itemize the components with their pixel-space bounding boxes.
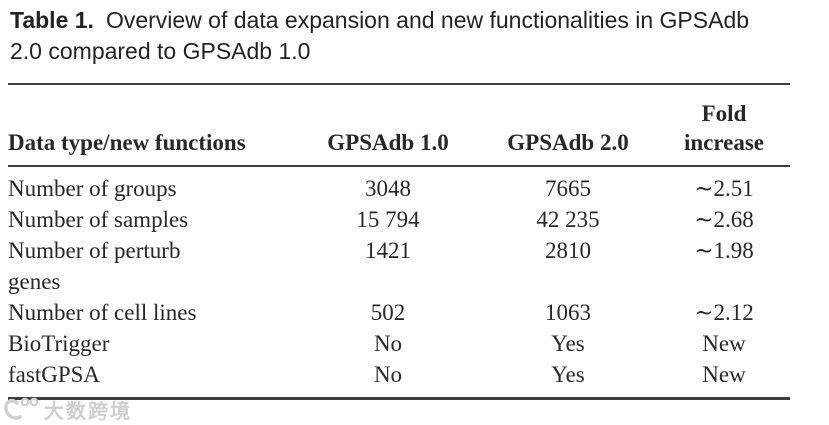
cell-label: BioTrigger <box>8 331 110 356</box>
cell-gpsadb2: 42 235 <box>536 207 600 232</box>
column-header-gpsadb-1: GPSAdb 1.0 <box>298 84 478 167</box>
cell-gpsadb1: 502 <box>370 300 406 325</box>
cell-fold: New <box>702 362 746 387</box>
cell-gpsadb2: 2810 <box>545 238 591 263</box>
table-row: Number of samples 15 794 42 235 ∼2.68 <box>8 204 790 235</box>
table-caption-label: Table 1. <box>10 7 94 33</box>
cell-gpsadb1: 3048 <box>365 176 411 201</box>
table-caption-text: Overview of data expansion and new funct… <box>10 7 750 64</box>
cell-gpsadb2: 7665 <box>545 176 591 201</box>
column-header-data-type: Data type/new functions <box>8 84 298 167</box>
cell-gpsadb1: No <box>373 331 403 356</box>
table-header-row: Data type/new functions GPSAdb 1.0 GPSAd… <box>8 84 790 167</box>
cell-label: Number of perturb genes <box>8 238 181 294</box>
cell-gpsadb2: Yes <box>551 362 585 387</box>
table-row: BioTrigger No Yes New <box>8 328 790 359</box>
watermark-text: 大数跨境 <box>44 400 132 423</box>
table-caption: Table 1. Overview of data expansion and n… <box>10 5 822 67</box>
cell-fold: ∼2.12 <box>694 300 754 325</box>
cell-gpsadb1: 15 794 <box>356 207 420 232</box>
data-table: Data type/new functions GPSAdb 1.0 GPSAd… <box>8 83 790 400</box>
cell-fold: New <box>702 331 746 356</box>
cell-fold: ∼2.68 <box>694 207 754 232</box>
table-body: Number of groups 3048 7665 ∼2.51 Number … <box>8 166 790 399</box>
cell-label: Number of cell lines <box>8 300 197 325</box>
table-row: Number of perturb genes 1421 2810 ∼1.98 <box>8 235 790 297</box>
cell-gpsadb2: Yes <box>551 331 585 356</box>
cell-label: Number of samples <box>8 207 189 232</box>
cell-label: Number of groups <box>8 176 177 201</box>
column-header-gpsadb-2: GPSAdb 2.0 <box>478 84 658 167</box>
cell-fold: ∼1.98 <box>694 238 754 263</box>
table-header: Data type/new functions GPSAdb 1.0 GPSAd… <box>8 84 790 167</box>
watermark: 大数跨境 <box>3 396 132 423</box>
cell-label: fastGPSA <box>8 362 101 387</box>
table-row: Number of cell lines 502 1063 ∼2.12 <box>8 297 790 328</box>
cell-gpsadb1: No <box>373 362 403 387</box>
table-row: Number of groups 3048 7665 ∼2.51 <box>8 166 790 204</box>
cell-fold: ∼2.51 <box>694 176 754 201</box>
cell-gpsadb1: 1421 <box>365 238 411 263</box>
watermark-logo-icon <box>3 396 39 422</box>
table-row: fastGPSA No Yes New <box>8 359 790 399</box>
column-header-fold-increase: Fold increase <box>658 84 790 167</box>
cell-gpsadb2: 1063 <box>545 300 591 325</box>
